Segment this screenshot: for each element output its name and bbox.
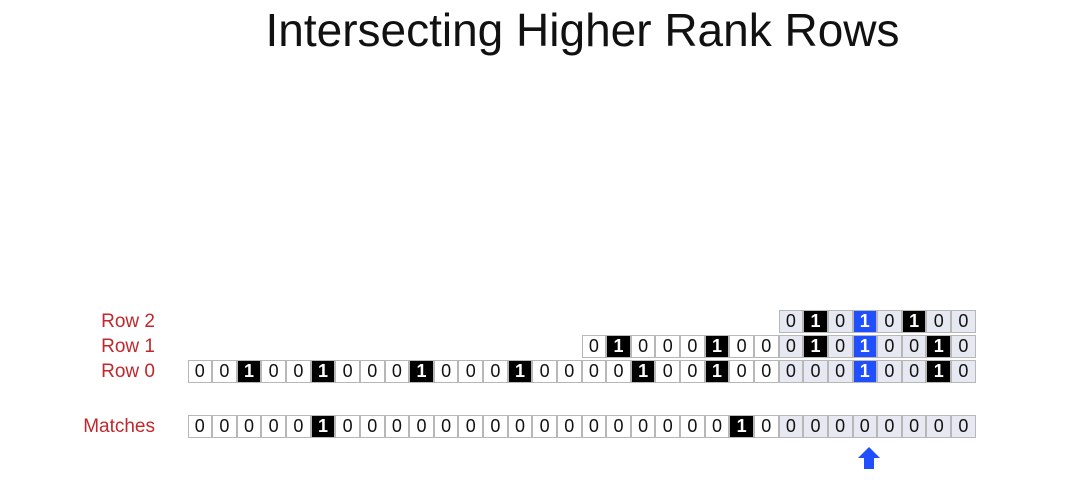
matches-cell: 0 bbox=[261, 415, 286, 438]
row-1-cell: 0 bbox=[680, 335, 705, 358]
row-1-cell: 0 bbox=[729, 335, 754, 358]
row-1-cell: 0 bbox=[951, 335, 976, 358]
matches-cell: 1 bbox=[310, 415, 336, 438]
row-2-cell: 0 bbox=[778, 310, 804, 333]
row-2-cell: 1 bbox=[852, 310, 878, 333]
matches-cell: 0 bbox=[483, 415, 508, 438]
row-0-cell: 0 bbox=[778, 360, 804, 383]
matches-cell: 0 bbox=[852, 415, 878, 438]
row-0-cell: 0 bbox=[187, 360, 213, 383]
row-1-cell: 0 bbox=[655, 335, 681, 358]
row-0-cell: 0 bbox=[901, 360, 927, 383]
row-0-cell: 1 bbox=[852, 360, 878, 383]
matches-cell: 1 bbox=[729, 415, 754, 438]
row-0-cell: 1 bbox=[507, 360, 533, 383]
row-1-cell: 0 bbox=[877, 335, 902, 358]
row-2-cell: 1 bbox=[803, 310, 828, 333]
row-0-cell: 0 bbox=[803, 360, 828, 383]
row-0-cell: 0 bbox=[335, 360, 360, 383]
row-0-cell: 1 bbox=[630, 360, 656, 383]
row-2-cell: 0 bbox=[827, 310, 853, 333]
page-title: Intersecting Higher Rank Rows bbox=[265, 4, 900, 56]
row-0-cell: 0 bbox=[458, 360, 484, 383]
row-1-cell: 0 bbox=[827, 335, 853, 358]
matches-cell: 0 bbox=[359, 415, 385, 438]
matches-cell: 0 bbox=[532, 415, 557, 438]
row-label-0: Row 0 bbox=[101, 361, 155, 382]
row-label-1: Row 1 bbox=[101, 336, 155, 357]
row-0-cell: 1 bbox=[236, 360, 262, 383]
matches-cell: 0 bbox=[212, 415, 237, 438]
row-0-cell: 0 bbox=[729, 360, 754, 383]
row-1-cell: 1 bbox=[704, 335, 730, 358]
row-0-cell: 1 bbox=[926, 360, 952, 383]
row-0-cell: 0 bbox=[951, 360, 976, 383]
row-0-cell: 0 bbox=[827, 360, 853, 383]
matches-cell: 0 bbox=[951, 415, 976, 438]
matches-cell: 0 bbox=[384, 415, 410, 438]
row-0-cell: 0 bbox=[680, 360, 705, 383]
matches-cell: 0 bbox=[704, 415, 730, 438]
row-0-cell: 1 bbox=[409, 360, 434, 383]
row-0-cell: 0 bbox=[359, 360, 385, 383]
row-0-cell: 1 bbox=[704, 360, 730, 383]
row-0-cell: 0 bbox=[753, 360, 779, 383]
row-1-cell: 0 bbox=[581, 335, 607, 358]
matches-cell: 0 bbox=[803, 415, 828, 438]
row-0-cell: 0 bbox=[433, 360, 459, 383]
row-0-cell: 0 bbox=[877, 360, 902, 383]
matches-cell: 0 bbox=[827, 415, 853, 438]
row-1-cell: 0 bbox=[630, 335, 656, 358]
matches-cell: 0 bbox=[433, 415, 459, 438]
matches-label: Matches bbox=[83, 416, 155, 437]
row-1-cell: 0 bbox=[753, 335, 779, 358]
matches-cell: 0 bbox=[655, 415, 681, 438]
row-0-cell: 0 bbox=[581, 360, 607, 383]
matches-cell: 0 bbox=[581, 415, 607, 438]
row-2-cell: 0 bbox=[926, 310, 952, 333]
row-2-cell: 0 bbox=[877, 310, 902, 333]
row-0-cell: 0 bbox=[483, 360, 508, 383]
row-0-cell: 0 bbox=[261, 360, 286, 383]
matches-cell: 0 bbox=[778, 415, 804, 438]
row-1-cell: 1 bbox=[852, 335, 878, 358]
matches-cell: 0 bbox=[236, 415, 262, 438]
matches-cell: 0 bbox=[680, 415, 705, 438]
matches-cell: 0 bbox=[606, 415, 631, 438]
matches-cell: 0 bbox=[901, 415, 927, 438]
row-1-cell: 1 bbox=[926, 335, 952, 358]
matches-cell: 0 bbox=[187, 415, 213, 438]
row-0-cell: 0 bbox=[655, 360, 681, 383]
matches-cell: 0 bbox=[630, 415, 656, 438]
matches-cell: 0 bbox=[507, 415, 533, 438]
row-1-cell: 1 bbox=[803, 335, 828, 358]
matches-cell: 0 bbox=[335, 415, 360, 438]
matches-cell: 0 bbox=[926, 415, 952, 438]
row-0-cell: 0 bbox=[384, 360, 410, 383]
row-1-cell: 0 bbox=[901, 335, 927, 358]
up-arrow-icon bbox=[858, 447, 880, 469]
row-0-cell: 0 bbox=[606, 360, 631, 383]
row-2-cell: 1 bbox=[901, 310, 927, 333]
matches-cell: 0 bbox=[409, 415, 434, 438]
row-0-cell: 0 bbox=[286, 360, 311, 383]
row-0-cell: 0 bbox=[212, 360, 237, 383]
matches-cell: 0 bbox=[458, 415, 484, 438]
row-label-2: Row 2 bbox=[101, 311, 155, 332]
matches-cell: 0 bbox=[556, 415, 582, 438]
row-0-cell: 0 bbox=[556, 360, 582, 383]
row-1-cell: 1 bbox=[606, 335, 631, 358]
row-0-cell: 0 bbox=[532, 360, 557, 383]
row-2-cell: 0 bbox=[951, 310, 976, 333]
matches-cell: 0 bbox=[286, 415, 311, 438]
row-1-cell: 0 bbox=[778, 335, 804, 358]
row-0-cell: 1 bbox=[310, 360, 336, 383]
matches-cell: 0 bbox=[877, 415, 902, 438]
matches-cell: 0 bbox=[753, 415, 779, 438]
